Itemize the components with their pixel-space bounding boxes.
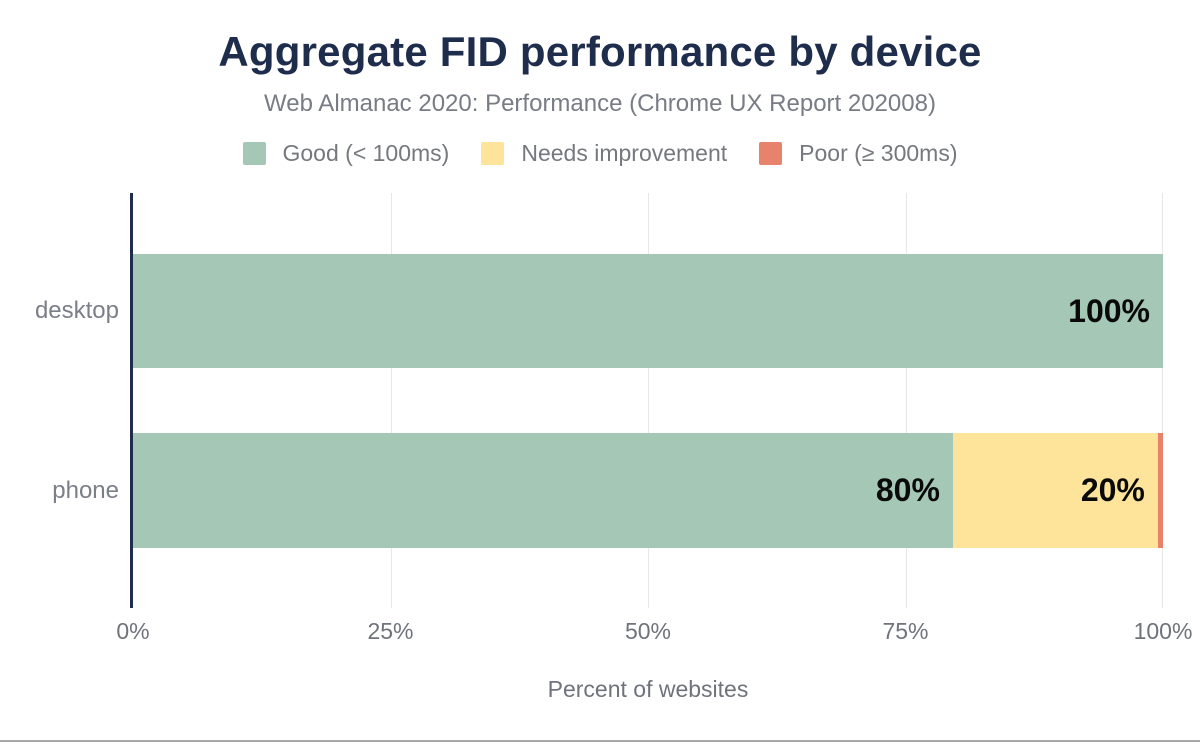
- legend-swatch-icon: [759, 142, 783, 165]
- legend: Good (< 100ms) Needs improvement Poor (≥ 3…: [0, 140, 1200, 167]
- x-tick-25: 25%: [367, 618, 414, 644]
- bar-segment-phone-0[interactable]: 80%: [133, 433, 953, 548]
- gridline-75: [905, 193, 907, 608]
- x-tick-50: 50%: [624, 618, 672, 644]
- plot-area: 100% 80% 20%: [130, 193, 1163, 608]
- legend-label: Good (< 100ms): [282, 140, 450, 166]
- bar-phone: 80% 20%: [133, 433, 1163, 548]
- chart-area: 100% 80% 20% desktop phone: [0, 193, 1200, 608]
- gridline-100: [1162, 193, 1163, 608]
- bar-desktop: 100%: [133, 254, 1163, 368]
- legend-item-1: Needs improvement: [481, 140, 727, 167]
- bottom-divider: [0, 740, 1200, 742]
- legend-item-2: Poor (≥ 300ms): [759, 140, 958, 167]
- legend-label: Poor (≥ 300ms): [799, 140, 958, 166]
- x-tick-0: 0%: [116, 618, 150, 644]
- bar-segment-desktop-0[interactable]: 100%: [133, 254, 1163, 368]
- x-axis-title: Percent of websites: [547, 676, 749, 702]
- legend-label: Needs improvement: [521, 140, 728, 166]
- legend-item-0: Good (< 100ms): [242, 140, 450, 167]
- y-axis-label-desktop: desktop: [34, 297, 119, 324]
- x-axis-ticks: 0% 25% 50% 75% 100%: [0, 615, 1200, 647]
- gridline-25: [390, 193, 392, 608]
- bar-value-label: 100%: [1068, 292, 1150, 329]
- chart-title: Aggregate FID performance by device: [218, 28, 982, 75]
- legend-swatch-icon: [242, 142, 266, 165]
- legend-swatch-icon: [481, 142, 505, 165]
- chart-subtitle: Web Almanac 2020: Performance (Chrome UX…: [264, 90, 936, 117]
- x-tick-75: 75%: [882, 618, 929, 644]
- bar-value-label: 80%: [875, 472, 940, 508]
- x-tick-100: 100%: [1133, 618, 1193, 644]
- bar-segment-phone-2[interactable]: [1157, 433, 1163, 548]
- y-axis-label-phone: phone: [52, 476, 119, 504]
- gridline-50: [648, 193, 649, 608]
- bar-value-label: 20%: [1080, 472, 1145, 508]
- bar-segment-phone-1[interactable]: 20%: [952, 433, 1158, 548]
